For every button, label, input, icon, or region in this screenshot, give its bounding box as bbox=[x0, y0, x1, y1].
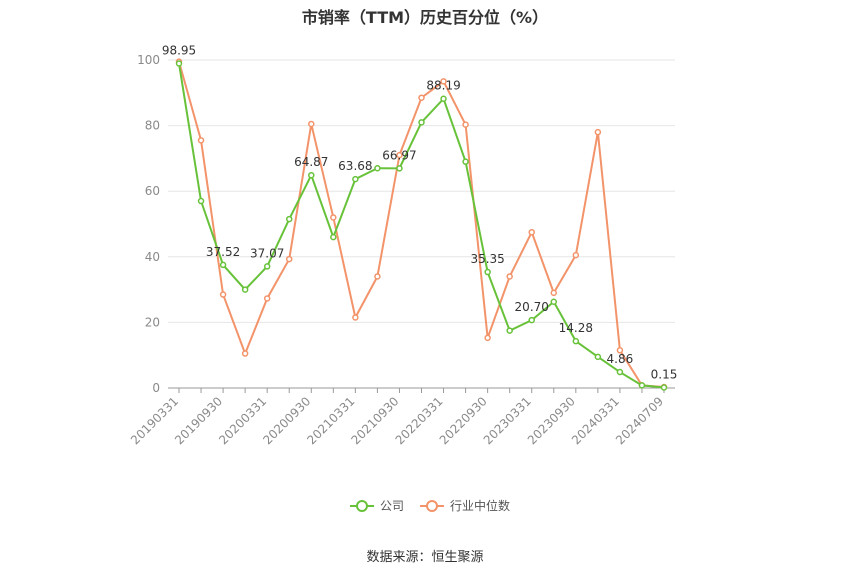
data-point bbox=[616, 347, 624, 354]
data-label: 37.52 bbox=[206, 245, 240, 259]
data-label: 88.19 bbox=[426, 79, 460, 93]
data-point bbox=[374, 273, 381, 280]
data-point bbox=[285, 215, 293, 223]
data-point bbox=[374, 164, 381, 172]
data-point bbox=[418, 94, 425, 101]
data-label: 0.15 bbox=[651, 368, 678, 382]
x-tick-label: 20240709 bbox=[613, 394, 666, 447]
data-point bbox=[219, 291, 227, 298]
series-line bbox=[178, 61, 665, 389]
data-point bbox=[352, 314, 359, 321]
data-point bbox=[197, 197, 205, 205]
legend-item: 行业中位数 bbox=[420, 498, 510, 513]
legend-swatch-marker bbox=[426, 500, 438, 512]
y-tick-label: 0 bbox=[152, 381, 160, 395]
data-point bbox=[308, 120, 315, 128]
data-point bbox=[484, 268, 491, 276]
y-tick-label: 40 bbox=[145, 250, 160, 264]
grid-lines bbox=[168, 59, 675, 323]
data-point bbox=[528, 316, 535, 324]
legend: 公司 行业中位数 bbox=[350, 498, 510, 513]
data-point bbox=[418, 119, 425, 126]
data-point bbox=[484, 334, 491, 342]
data-label: 37.07 bbox=[250, 246, 284, 260]
data-point bbox=[175, 60, 183, 67]
data-point bbox=[572, 251, 580, 259]
data-point bbox=[352, 175, 359, 183]
data-point bbox=[638, 382, 646, 389]
data-point bbox=[241, 286, 249, 293]
chart-title: 市销率（TTM）历史百分位（%） bbox=[301, 8, 549, 27]
legend-swatch-marker bbox=[356, 500, 368, 512]
series bbox=[175, 58, 668, 391]
data-point bbox=[506, 327, 513, 334]
data-label: 98.95 bbox=[162, 43, 196, 57]
y-tick-label: 80 bbox=[145, 119, 160, 133]
data-point bbox=[197, 137, 205, 144]
legend-label: 公司 bbox=[380, 499, 404, 513]
data-point bbox=[550, 298, 558, 305]
data-point bbox=[440, 95, 447, 102]
y-tick-label: 60 bbox=[145, 184, 160, 198]
data-point bbox=[263, 263, 271, 270]
data-point bbox=[308, 171, 315, 179]
data-point bbox=[396, 151, 403, 159]
y-tick-label: 20 bbox=[145, 315, 160, 329]
legend-label: 行业中位数 bbox=[450, 498, 510, 513]
data-point bbox=[594, 353, 602, 361]
data-point bbox=[594, 128, 602, 136]
legend-item: 公司 bbox=[350, 499, 404, 513]
data-label: 63.68 bbox=[338, 159, 372, 173]
data-label: 20.70 bbox=[515, 300, 549, 314]
data-point bbox=[285, 255, 293, 263]
data-point bbox=[550, 289, 558, 297]
data-point bbox=[263, 295, 271, 302]
source-note: 数据来源：恒生聚源 bbox=[366, 550, 484, 565]
data-label: 14.28 bbox=[559, 321, 593, 335]
data-label: 66.97 bbox=[382, 148, 416, 162]
data-point bbox=[572, 337, 580, 345]
data-point bbox=[241, 350, 249, 357]
data-point bbox=[616, 368, 624, 376]
data-point bbox=[219, 261, 227, 269]
data-label: 64.87 bbox=[294, 155, 328, 169]
data-point bbox=[330, 214, 337, 221]
y-tick-label: 100 bbox=[137, 53, 160, 67]
data-label: 4.86 bbox=[607, 352, 634, 366]
data-labels: 98.95 37.52 37.07 64.87 63.68 66.97 88.19 35.35… bbox=[162, 43, 678, 381]
data-point bbox=[462, 121, 469, 128]
data-point bbox=[528, 228, 535, 236]
data-point bbox=[506, 273, 513, 280]
data-point bbox=[660, 384, 668, 391]
data-point bbox=[462, 158, 469, 165]
data-point bbox=[330, 233, 337, 241]
data-point bbox=[396, 165, 403, 172]
data-label: 35.35 bbox=[470, 252, 504, 266]
data-point bbox=[440, 78, 447, 85]
